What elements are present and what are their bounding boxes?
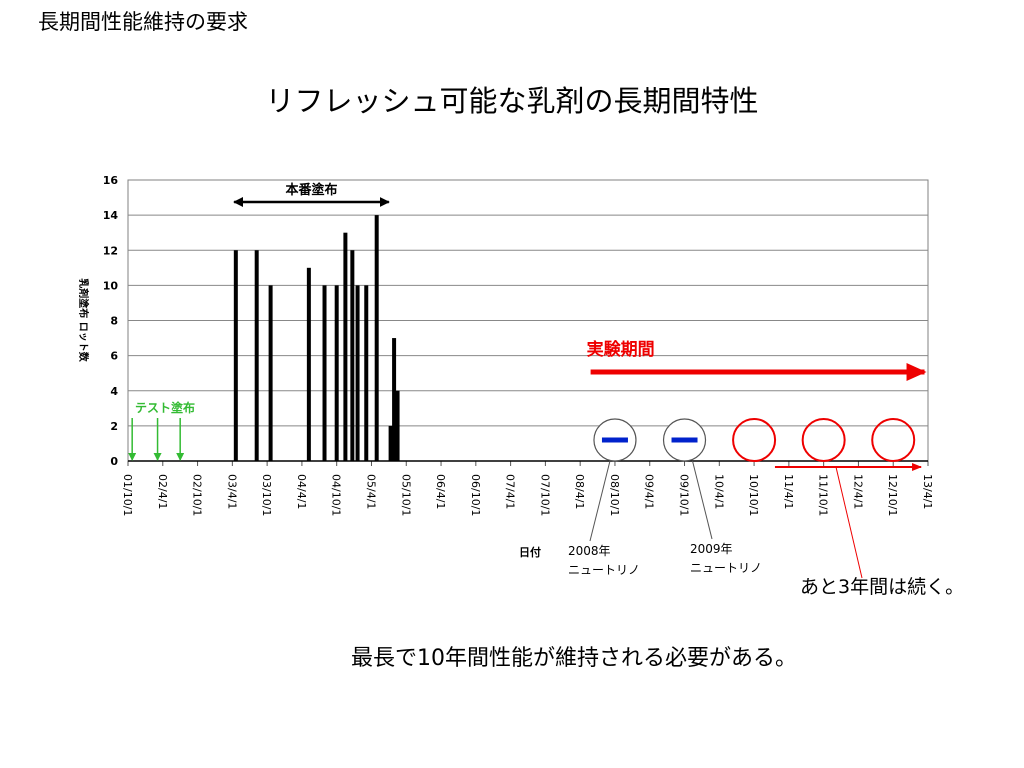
main-coating-label: 本番塗布 — [285, 182, 337, 198]
x-tick-label: 03/4/1 — [225, 474, 238, 509]
x-tick-label: 04/10/1 — [330, 474, 343, 516]
bar — [395, 390, 400, 461]
footer-note: 最長で10年間性能が維持される必要がある。 — [351, 646, 797, 671]
future-run-circle — [871, 418, 916, 462]
bar — [355, 285, 360, 461]
y-tick-label: 12 — [103, 244, 118, 257]
bar — [322, 285, 327, 461]
x-tick-label: 10/10/1 — [747, 474, 760, 516]
y-axis-ticks: 0 2 4 6 8 10 12 14 16 — [103, 174, 119, 468]
bar — [374, 215, 379, 461]
x-axis-ticks: 01/10/1 02/4/1 02/10/1 03/4/1 03/10/1 04/4/1 0… — [121, 460, 934, 516]
neutrino-year-label: 2008年 — [568, 544, 611, 558]
y-tick-label: 0 — [110, 455, 118, 468]
neutrino-year-label: 2009年 — [690, 542, 733, 556]
bar — [343, 232, 348, 461]
bar — [334, 285, 339, 461]
neutrino-name-label: ニュートリノ — [690, 561, 762, 575]
remaining-label: あと3年間は続く。 — [800, 576, 964, 598]
y-tick-label: 8 — [110, 315, 118, 328]
bar — [254, 250, 259, 461]
x-tick-label: 03/10/1 — [260, 474, 273, 516]
y-tick-label: 6 — [110, 350, 118, 363]
x-tick-label: 13/4/1 — [921, 474, 934, 509]
x-tick-label: 09/10/1 — [678, 474, 691, 516]
experiment-period-label: 実験期間 — [587, 339, 655, 360]
slide-title: リフレッシュ可能な乳剤の長期間特性 — [265, 84, 759, 118]
x-tick-label: 06/4/1 — [434, 474, 447, 509]
test-coating-label: テスト塗布 — [135, 400, 195, 415]
x-axis-label: 日付 — [519, 545, 541, 559]
future-run-circle — [732, 418, 777, 462]
bar — [388, 425, 393, 461]
x-tick-label: 07/10/1 — [538, 474, 551, 516]
neutrino-run-dash — [671, 437, 698, 443]
x-tick-label: 11/4/1 — [782, 474, 795, 509]
future-run-circle — [801, 418, 846, 462]
bar — [364, 285, 369, 461]
bar — [350, 250, 355, 461]
neutrino-name-label: ニュートリノ — [568, 563, 640, 577]
x-tick-label: 08/4/1 — [573, 474, 586, 509]
slide-header: 長期間性能維持の要求 — [38, 10, 248, 34]
bar — [392, 338, 397, 461]
y-tick-label: 14 — [103, 209, 119, 222]
x-tick-label: 11/10/1 — [817, 474, 830, 516]
neutrino-run-dash — [601, 437, 628, 443]
neutrino-callout-line — [692, 460, 713, 540]
y-tick-label: 16 — [103, 174, 119, 187]
bar-series — [233, 215, 400, 461]
x-tick-label: 05/10/1 — [399, 474, 412, 516]
y-tick-label: 10 — [103, 279, 119, 292]
remaining-callout-line — [835, 466, 863, 579]
y-tick-label: 4 — [110, 385, 118, 398]
x-tick-label: 08/10/1 — [608, 474, 621, 516]
x-tick-label: 06/10/1 — [469, 474, 482, 516]
x-tick-label: 05/4/1 — [364, 474, 377, 509]
x-tick-label: 12/10/1 — [886, 474, 899, 516]
x-tick-label: 10/4/1 — [712, 474, 725, 509]
bar — [268, 285, 273, 461]
y-axis-label: 乳剤塗布 ロット数 — [77, 278, 90, 362]
x-tick-label: 02/10/1 — [191, 474, 204, 516]
x-tick-label: 04/4/1 — [295, 474, 308, 509]
x-tick-label: 01/10/1 — [121, 474, 134, 516]
x-tick-label: 02/4/1 — [156, 474, 169, 509]
neutrino-callout-line — [589, 460, 611, 542]
gridlines — [128, 214, 928, 427]
y-tick-label: 2 — [110, 420, 118, 433]
x-tick-label: 12/4/1 — [851, 474, 864, 509]
x-tick-label: 09/4/1 — [643, 474, 656, 509]
bar — [233, 250, 238, 461]
bar — [306, 267, 311, 461]
x-tick-label: 07/4/1 — [504, 474, 517, 509]
